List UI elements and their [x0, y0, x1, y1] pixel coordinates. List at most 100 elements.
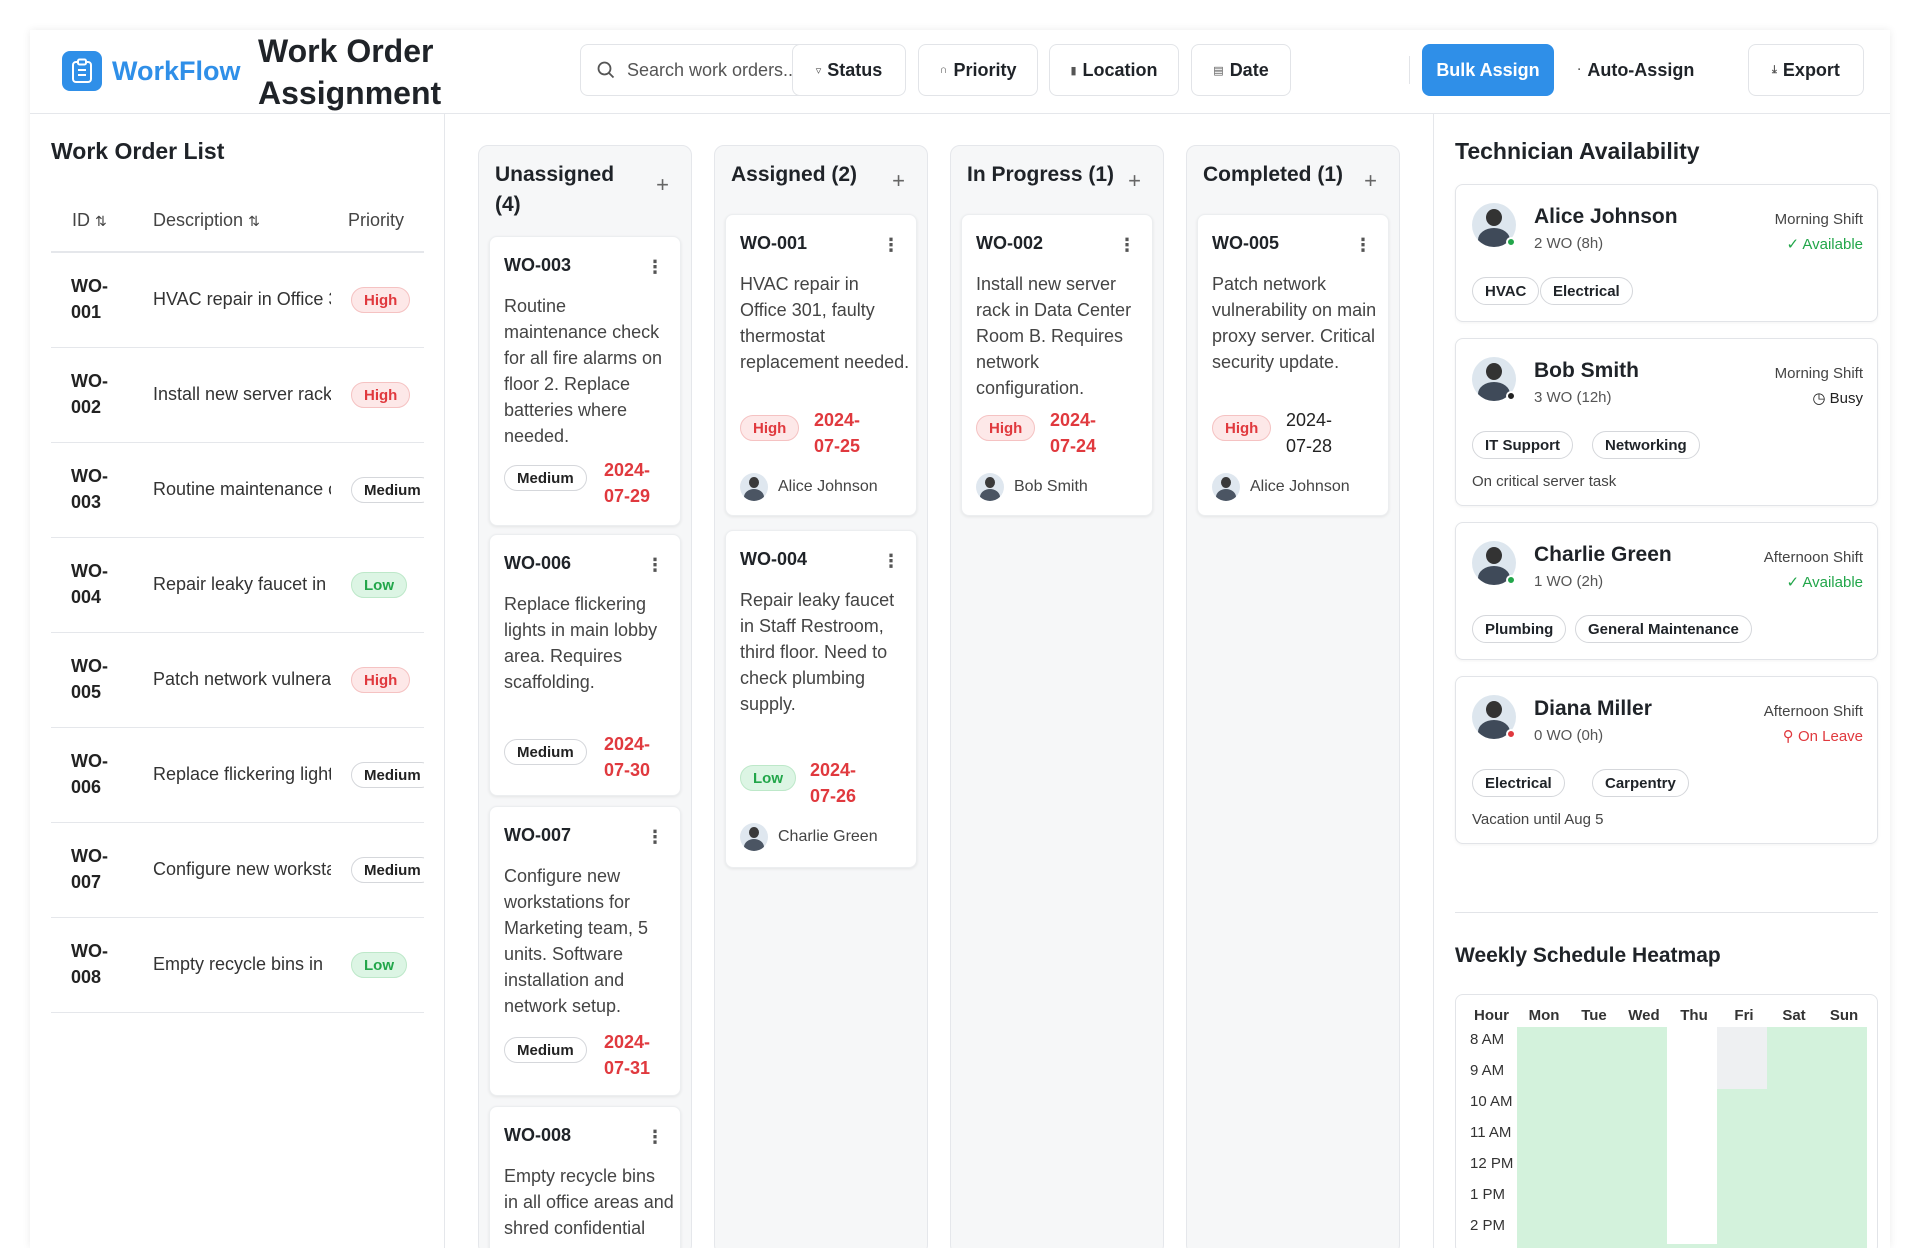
heatmap-cell[interactable]	[1767, 1213, 1817, 1244]
heatmap-cell[interactable]	[1767, 1027, 1817, 1058]
table-row[interactable]: WO-001 HVAC repair in Office 301 High	[51, 253, 424, 348]
plus-icon[interactable]: +	[656, 172, 669, 197]
heatmap-cell[interactable]	[1567, 1058, 1617, 1089]
table-row[interactable]: WO-007 Configure new workstations Medium	[51, 823, 424, 918]
work-order-card[interactable]: WO-007 ⋮ Configure new workstations for Ma…	[489, 806, 681, 1096]
work-order-card[interactable]: WO-006 ⋮ Replace flickering lights in main…	[489, 534, 681, 796]
heatmap-cell[interactable]	[1517, 1120, 1567, 1151]
heatmap-cell[interactable]	[1717, 1182, 1767, 1213]
heatmap-cell[interactable]	[1517, 1027, 1567, 1058]
heatmap-cell[interactable]	[1767, 1089, 1817, 1120]
card-assignee[interactable]: Bob Smith	[976, 473, 1088, 501]
table-row[interactable]: WO-008 Empty recycle bins in Low	[51, 918, 424, 1013]
logo-text[interactable]: WorkFlow	[112, 56, 241, 86]
heatmap-cell[interactable]	[1717, 1089, 1767, 1120]
heatmap-cell[interactable]	[1567, 1151, 1617, 1182]
heatmap-cell[interactable]	[1617, 1244, 1667, 1248]
heatmap-cell[interactable]	[1517, 1089, 1567, 1120]
table-row[interactable]: WO-006 Replace flickering lights Medium	[51, 728, 424, 823]
heatmap-cell[interactable]	[1517, 1182, 1567, 1213]
card-assignee[interactable]: Alice Johnson	[740, 473, 878, 501]
table-row[interactable]: WO-003 Routine maintenance check Medium	[51, 443, 424, 538]
work-order-card[interactable]: WO-001 ⋮ HVAC repair in Office 301, faulty…	[725, 214, 917, 516]
heatmap-cell[interactable]	[1667, 1213, 1717, 1244]
table-row[interactable]: WO-004 Repair leaky faucet in Low	[51, 538, 424, 633]
heatmap-cell[interactable]	[1817, 1213, 1867, 1244]
heatmap-cell[interactable]	[1767, 1058, 1817, 1089]
work-order-card[interactable]: WO-008 ⋮ Empty recycle bins in all office …	[489, 1106, 681, 1248]
heatmap-cell[interactable]	[1667, 1120, 1717, 1151]
table-row[interactable]: WO-005 Patch network vulnerability High	[51, 633, 424, 728]
heatmap-cell[interactable]	[1767, 1182, 1817, 1213]
heatmap-cell[interactable]	[1667, 1058, 1717, 1089]
technician-card[interactable]: Alice Johnson 2 WO (8h) Morning Shift ✓ Ava…	[1455, 184, 1878, 322]
plus-icon[interactable]: +	[892, 168, 905, 193]
heatmap-cell[interactable]	[1567, 1182, 1617, 1213]
heatmap-cell[interactable]	[1567, 1089, 1617, 1120]
more-options-icon[interactable]: ⋮	[646, 1127, 664, 1147]
heatmap-cell[interactable]	[1667, 1244, 1717, 1248]
technician-card[interactable]: Diana Miller 0 WO (0h) Afternoon Shift ⚲ On…	[1455, 676, 1878, 844]
heatmap-cell[interactable]	[1817, 1089, 1867, 1120]
card-assignee[interactable]: Alice Johnson	[1212, 473, 1350, 501]
heatmap-cell[interactable]	[1717, 1151, 1767, 1182]
heatmap-cell[interactable]	[1717, 1213, 1767, 1244]
plus-icon[interactable]: +	[1364, 168, 1377, 193]
heatmap-cell[interactable]	[1667, 1027, 1717, 1058]
heatmap-cell[interactable]	[1517, 1213, 1567, 1244]
heatmap-cell[interactable]	[1567, 1027, 1617, 1058]
more-options-icon[interactable]: ⋮	[882, 235, 900, 255]
work-order-card[interactable]: WO-003 ⋮ Routine maintenance check for all…	[489, 236, 681, 526]
card-assignee[interactable]: Charlie Green	[740, 823, 878, 851]
table-row[interactable]: WO-002 Install new server rack High	[51, 348, 424, 443]
date-filter-button[interactable]: ▤ Date	[1191, 44, 1291, 96]
heatmap-cell[interactable]	[1817, 1182, 1867, 1213]
auto-assign-button[interactable]: · Auto-Assign	[1566, 44, 1706, 96]
technician-card[interactable]: Bob Smith 3 WO (12h) Morning Shift ◷ Busy IT…	[1455, 338, 1878, 506]
heatmap-cell[interactable]	[1817, 1027, 1867, 1058]
heatmap-cell[interactable]	[1617, 1058, 1667, 1089]
heatmap-cell[interactable]	[1567, 1120, 1617, 1151]
heatmap-cell[interactable]	[1817, 1151, 1867, 1182]
heatmap-cell[interactable]	[1717, 1120, 1767, 1151]
heatmap-cell[interactable]	[1667, 1089, 1717, 1120]
heatmap-cell[interactable]	[1767, 1244, 1817, 1248]
heatmap-cell[interactable]	[1617, 1213, 1667, 1244]
id-column-header[interactable]: ID ⇅	[72, 210, 107, 231]
heatmap-cell[interactable]	[1617, 1120, 1667, 1151]
work-order-card[interactable]: WO-005 ⋮ Patch network vulnerability on ma…	[1197, 214, 1389, 516]
heatmap-cell[interactable]	[1617, 1151, 1667, 1182]
heatmap-cell[interactable]	[1817, 1244, 1867, 1248]
heatmap-cell[interactable]	[1617, 1027, 1667, 1058]
heatmap-cell[interactable]	[1717, 1058, 1767, 1089]
heatmap-cell[interactable]	[1617, 1182, 1667, 1213]
heatmap-cell[interactable]	[1817, 1058, 1867, 1089]
technician-card[interactable]: Charlie Green 1 WO (2h) Afternoon Shift ✓ A…	[1455, 522, 1878, 660]
work-order-card[interactable]: WO-002 ⋮ Install new server rack in Data C…	[961, 214, 1153, 516]
heatmap-cell[interactable]	[1517, 1151, 1567, 1182]
priority-column-header[interactable]: Priority	[348, 210, 405, 230]
more-options-icon[interactable]: ⋮	[1354, 235, 1372, 255]
heatmap-cell[interactable]	[1517, 1244, 1567, 1248]
export-button[interactable]: ⤓ Export	[1748, 44, 1864, 96]
heatmap-cell[interactable]	[1717, 1244, 1767, 1248]
status-filter-button[interactable]: ▿ Status	[792, 44, 906, 96]
heatmap-cell[interactable]	[1567, 1244, 1617, 1248]
priority-filter-button[interactable]: ∩ Priority	[918, 44, 1038, 96]
more-options-icon[interactable]: ⋮	[882, 551, 900, 571]
heatmap-cell[interactable]	[1767, 1151, 1817, 1182]
heatmap-cell[interactable]	[1717, 1027, 1767, 1058]
work-order-card[interactable]: WO-004 ⋮ Repair leaky faucet in Staff Rest…	[725, 530, 917, 868]
description-column-header[interactable]: Description ⇅	[153, 210, 260, 231]
heatmap-cell[interactable]	[1767, 1120, 1817, 1151]
heatmap-cell[interactable]	[1517, 1058, 1567, 1089]
more-options-icon[interactable]: ⋮	[646, 257, 664, 277]
heatmap-cell[interactable]	[1667, 1151, 1717, 1182]
heatmap-cell[interactable]	[1667, 1182, 1717, 1213]
more-options-icon[interactable]: ⋮	[646, 555, 664, 575]
bulk-assign-button[interactable]: Bulk Assign	[1422, 44, 1554, 96]
more-options-icon[interactable]: ⋮	[1118, 235, 1136, 255]
heatmap-cell[interactable]	[1617, 1089, 1667, 1120]
heatmap-cell[interactable]	[1567, 1213, 1617, 1244]
plus-icon[interactable]: +	[1128, 168, 1141, 193]
